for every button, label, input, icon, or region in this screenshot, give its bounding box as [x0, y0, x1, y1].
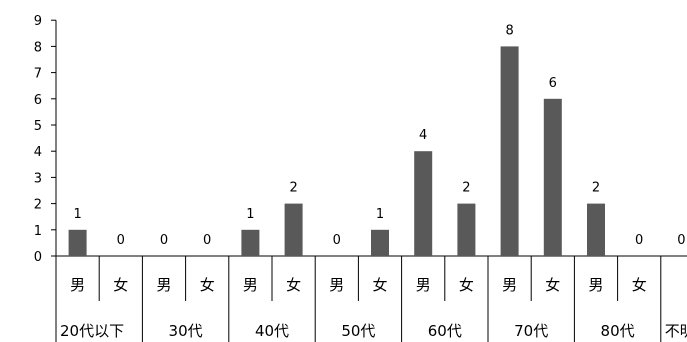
- bar: [587, 204, 605, 256]
- y-tick-label: 4: [34, 145, 42, 160]
- y-tick-label: 5: [34, 119, 42, 134]
- data-label: 0: [203, 233, 211, 248]
- data-label: 0: [117, 233, 125, 248]
- bar: [414, 151, 432, 256]
- category-label: 女: [372, 276, 387, 294]
- bar: [544, 99, 562, 256]
- bar: [457, 204, 475, 256]
- bar: [501, 46, 519, 256]
- category-label: 男: [588, 276, 603, 294]
- group-label: 80代: [601, 322, 635, 340]
- category-label: 女: [286, 276, 301, 294]
- category-label: 女: [113, 276, 128, 294]
- group-label: 70代: [514, 322, 548, 340]
- group-label: 30代: [169, 322, 203, 340]
- group-label: 40代: [255, 322, 289, 340]
- data-label: 1: [376, 207, 384, 222]
- y-tick-label: 6: [34, 93, 42, 108]
- bar: [371, 230, 389, 256]
- data-label: 4: [419, 128, 427, 143]
- y-tick-label: 3: [34, 171, 42, 186]
- category-label: 男: [416, 276, 431, 294]
- y-tick-label: 0: [34, 250, 42, 265]
- data-label: 1: [246, 207, 254, 222]
- labels-layer: 1 男 0 女 0 男 0 女 1 男 2 女 0 男 1 女 4 男 2 女 8 男 6 女 2 男 0 女 0 20代以下 30代 40代…: [60, 23, 687, 340]
- category-label: 女: [200, 276, 215, 294]
- bar: [69, 230, 87, 256]
- bar: [285, 204, 303, 256]
- data-label: 0: [160, 233, 168, 248]
- data-label: 2: [289, 181, 297, 196]
- data-label: 6: [549, 76, 557, 91]
- y-tick-label: 7: [34, 67, 42, 82]
- category-label: 女: [545, 276, 560, 294]
- data-label: 0: [333, 233, 341, 248]
- data-label: 0: [677, 233, 685, 248]
- category-label: 男: [156, 276, 171, 294]
- group-label: 60代: [428, 322, 462, 340]
- y-tick-label: 8: [34, 40, 42, 55]
- category-label: 男: [70, 276, 85, 294]
- category-label: 女: [459, 276, 474, 294]
- group-label: 20代以下: [60, 322, 124, 340]
- group-label: 不明: [665, 322, 687, 340]
- data-label: 1: [73, 207, 81, 222]
- category-label: 女: [632, 276, 647, 294]
- data-label: 2: [592, 181, 600, 196]
- category-label: 男: [243, 276, 258, 294]
- data-label: 2: [462, 181, 470, 196]
- y-tick-label: 2: [34, 198, 42, 213]
- group-label: 50代: [341, 322, 375, 340]
- bars-layer: [69, 46, 605, 256]
- bar: [241, 230, 259, 256]
- data-label: 8: [505, 23, 513, 38]
- y-tick-label: 9: [34, 14, 42, 29]
- category-label: 男: [329, 276, 344, 294]
- category-label: 男: [502, 276, 517, 294]
- y-tick-label: 1: [34, 224, 42, 239]
- data-label: 0: [635, 233, 643, 248]
